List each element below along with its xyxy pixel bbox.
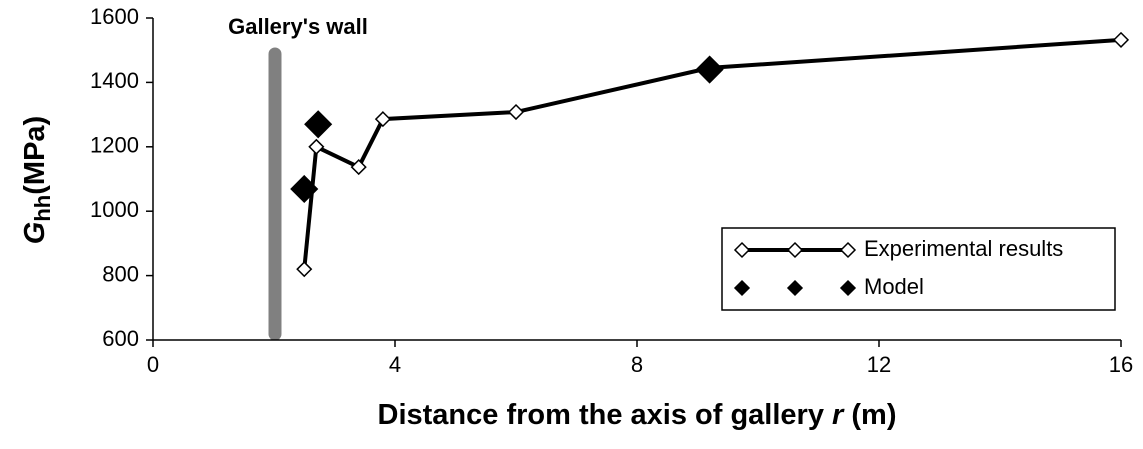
marker <box>304 110 333 139</box>
marker <box>507 103 525 121</box>
marker <box>1112 31 1130 48</box>
legend-box <box>721 227 1116 311</box>
x-label-symbol: r <box>832 399 845 431</box>
x-tick-label: 0 <box>147 352 159 377</box>
marker <box>786 279 804 297</box>
y-tick-label: 600 <box>102 326 139 351</box>
y-label-symbol: G <box>19 222 51 245</box>
marker <box>695 55 724 84</box>
marker <box>733 279 751 297</box>
y-axis-label: Ghh(MPa) <box>19 116 55 244</box>
marker <box>786 241 804 259</box>
x-label-text: Distance from the axis of gallery <box>378 399 824 431</box>
x-tick-label: 16 <box>1109 352 1133 377</box>
y-tick-label: 1600 <box>90 4 139 29</box>
x-tick-label: 12 <box>867 352 891 377</box>
marker <box>296 261 313 278</box>
marker <box>839 279 857 297</box>
x-label-unit: (m) <box>851 399 896 431</box>
legend-label: Experimental results <box>864 236 1063 261</box>
y-label-subscript: hh <box>30 195 55 222</box>
x-tick-label: 4 <box>389 352 401 377</box>
annotation: Gallery's wall <box>228 14 368 39</box>
marker <box>374 111 391 128</box>
y-tick-label: 800 <box>102 261 139 286</box>
marker <box>839 241 857 259</box>
legend-label: Model <box>864 274 924 299</box>
y-tick-label: 1200 <box>90 133 139 158</box>
marker <box>290 174 319 204</box>
y-tick-label: 1000 <box>90 197 139 222</box>
y-tick-label: 1400 <box>90 68 139 93</box>
marker <box>350 159 367 176</box>
x-tick-label: 8 <box>631 352 643 377</box>
x-axis-label: Distance from the axis of gallery r (m) <box>378 399 897 431</box>
marker <box>308 138 325 155</box>
marker <box>733 241 751 259</box>
y-label-unit: (MPa) <box>19 116 51 195</box>
